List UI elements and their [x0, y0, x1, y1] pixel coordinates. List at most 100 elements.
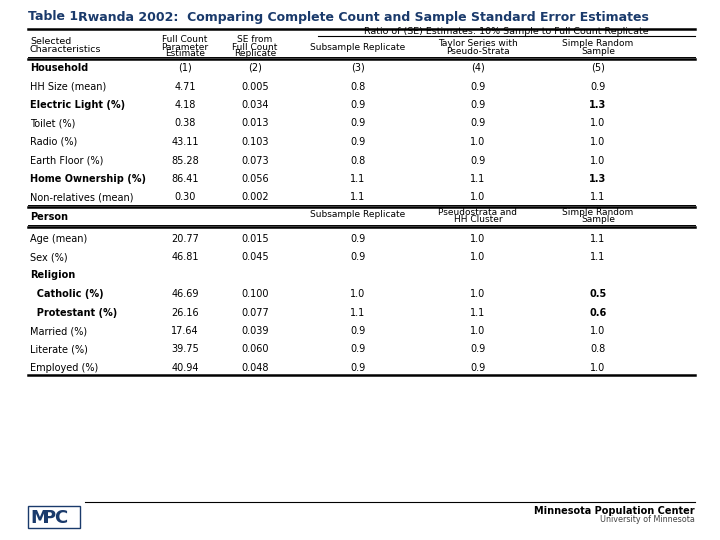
- Text: 1.0: 1.0: [470, 326, 485, 336]
- Text: Subsample Replicate: Subsample Replicate: [310, 44, 405, 52]
- Text: Selected: Selected: [30, 37, 71, 46]
- Text: Taylor Series with: Taylor Series with: [438, 38, 518, 48]
- Text: 0.060: 0.060: [241, 345, 269, 354]
- Text: Pseudostrata and: Pseudostrata and: [438, 208, 518, 217]
- Text: 1.0: 1.0: [470, 252, 485, 262]
- Text: HH Size (mean): HH Size (mean): [30, 82, 107, 91]
- Text: Ratio of (SE) Estimates: 10% Sample to Full Count Replicate: Ratio of (SE) Estimates: 10% Sample to F…: [364, 28, 649, 37]
- Text: 0.077: 0.077: [241, 307, 269, 318]
- Text: 0.9: 0.9: [351, 233, 366, 244]
- Text: 0.9: 0.9: [351, 345, 366, 354]
- Text: 39.75: 39.75: [171, 345, 199, 354]
- Text: Characteristics: Characteristics: [30, 45, 102, 55]
- Text: 0.5: 0.5: [590, 289, 607, 299]
- Text: 26.16: 26.16: [171, 307, 199, 318]
- Text: 40.94: 40.94: [171, 363, 199, 373]
- Text: 1.3: 1.3: [590, 100, 607, 110]
- Text: Minnesota Population Center: Minnesota Population Center: [534, 506, 695, 516]
- Text: 0.9: 0.9: [470, 82, 485, 91]
- Text: 1.1: 1.1: [351, 192, 366, 202]
- Text: 0.8: 0.8: [351, 156, 366, 165]
- Text: Employed (%): Employed (%): [30, 363, 98, 373]
- Text: 1.1: 1.1: [590, 233, 606, 244]
- Text: 0.005: 0.005: [241, 82, 269, 91]
- Text: University of Minnesota: University of Minnesota: [600, 516, 695, 524]
- Text: 0.30: 0.30: [174, 192, 196, 202]
- Text: 0.9: 0.9: [351, 118, 366, 129]
- Text: M: M: [30, 509, 48, 527]
- Text: 0.103: 0.103: [241, 137, 269, 147]
- Text: (5): (5): [591, 63, 605, 73]
- Text: 0.056: 0.056: [241, 174, 269, 184]
- Text: 0.9: 0.9: [351, 326, 366, 336]
- Text: Protestant (%): Protestant (%): [30, 307, 117, 318]
- Text: Subsample Replicate: Subsample Replicate: [310, 210, 405, 219]
- Text: 20.77: 20.77: [171, 233, 199, 244]
- Text: 4.71: 4.71: [174, 82, 196, 91]
- Text: (4): (4): [471, 63, 485, 73]
- Text: (2): (2): [248, 63, 262, 73]
- Text: Non-relatives (mean): Non-relatives (mean): [30, 192, 133, 202]
- Text: 0.38: 0.38: [174, 118, 196, 129]
- Text: 0.9: 0.9: [351, 363, 366, 373]
- Text: 85.28: 85.28: [171, 156, 199, 165]
- Text: Pseudo-Strata: Pseudo-Strata: [446, 46, 510, 56]
- Text: 1.3: 1.3: [590, 174, 607, 184]
- Text: 4.18: 4.18: [174, 100, 196, 110]
- Text: 46.69: 46.69: [171, 289, 199, 299]
- Text: 0.073: 0.073: [241, 156, 269, 165]
- Text: 1.1: 1.1: [470, 174, 485, 184]
- Text: 0.9: 0.9: [590, 82, 606, 91]
- Text: 0.9: 0.9: [470, 100, 485, 110]
- Text: Religion: Religion: [30, 271, 76, 280]
- Text: 0.9: 0.9: [470, 156, 485, 165]
- Text: 1.0: 1.0: [470, 289, 485, 299]
- Text: 46.81: 46.81: [171, 252, 199, 262]
- FancyBboxPatch shape: [28, 506, 80, 528]
- Text: Catholic (%): Catholic (%): [30, 289, 104, 299]
- Text: Estimate: Estimate: [165, 50, 205, 58]
- Text: 0.9: 0.9: [470, 363, 485, 373]
- Text: 0.8: 0.8: [351, 82, 366, 91]
- Text: Married (%): Married (%): [30, 326, 87, 336]
- Text: (3): (3): [351, 63, 365, 73]
- Text: Sex (%): Sex (%): [30, 252, 68, 262]
- Text: Table 1.: Table 1.: [28, 10, 83, 24]
- Text: 86.41: 86.41: [171, 174, 199, 184]
- Text: 1.1: 1.1: [590, 192, 606, 202]
- Text: 1.1: 1.1: [351, 307, 366, 318]
- Text: 0.6: 0.6: [590, 307, 607, 318]
- Text: 0.015: 0.015: [241, 233, 269, 244]
- Text: 1.0: 1.0: [590, 156, 606, 165]
- Text: 1.0: 1.0: [470, 233, 485, 244]
- Text: Radio (%): Radio (%): [30, 137, 77, 147]
- Text: 0.013: 0.013: [241, 118, 269, 129]
- Text: Earth Floor (%): Earth Floor (%): [30, 156, 104, 165]
- Text: (1): (1): [178, 63, 192, 73]
- Text: 0.034: 0.034: [241, 100, 269, 110]
- Text: 1.1: 1.1: [351, 174, 366, 184]
- Text: 1.0: 1.0: [470, 137, 485, 147]
- Text: 0.002: 0.002: [241, 192, 269, 202]
- Text: Sample: Sample: [581, 46, 615, 56]
- Text: Sample: Sample: [581, 215, 615, 224]
- Text: 43.11: 43.11: [171, 137, 199, 147]
- Text: Literate (%): Literate (%): [30, 345, 88, 354]
- Text: C: C: [54, 509, 67, 527]
- Text: Toilet (%): Toilet (%): [30, 118, 76, 129]
- Text: Full Count: Full Count: [233, 43, 278, 51]
- Text: 0.100: 0.100: [241, 289, 269, 299]
- Text: Simple Random: Simple Random: [562, 208, 634, 217]
- Text: P: P: [42, 509, 55, 527]
- Text: 0.9: 0.9: [351, 252, 366, 262]
- Text: 1.0: 1.0: [590, 137, 606, 147]
- Text: Age (mean): Age (mean): [30, 233, 87, 244]
- Text: 0.9: 0.9: [470, 345, 485, 354]
- Text: 0.039: 0.039: [241, 326, 269, 336]
- Text: 0.048: 0.048: [241, 363, 269, 373]
- Text: Electric Light (%): Electric Light (%): [30, 100, 125, 110]
- Text: HH Cluster: HH Cluster: [454, 215, 503, 224]
- Text: 1.0: 1.0: [590, 363, 606, 373]
- Text: Person: Person: [30, 213, 68, 222]
- Text: 1.0: 1.0: [590, 326, 606, 336]
